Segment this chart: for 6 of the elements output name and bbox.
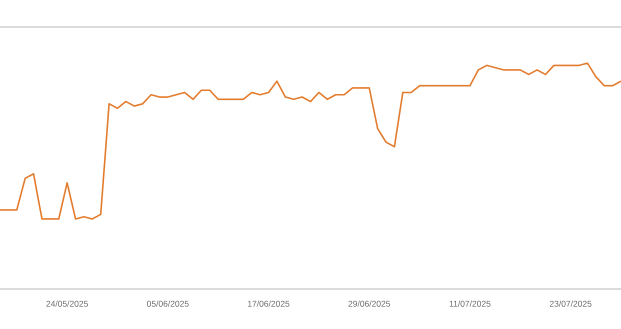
x-tick-label: 17/06/2025	[248, 300, 290, 307]
x-tick-label: 05/06/2025	[146, 300, 189, 307]
x-tick-label: 11/07/2025	[450, 300, 490, 307]
x-tick-label: 29/06/2025	[348, 300, 390, 307]
x-tick-label: 23/07/2025	[550, 300, 592, 307]
x-tick-label: 24/05/2025	[46, 300, 88, 307]
